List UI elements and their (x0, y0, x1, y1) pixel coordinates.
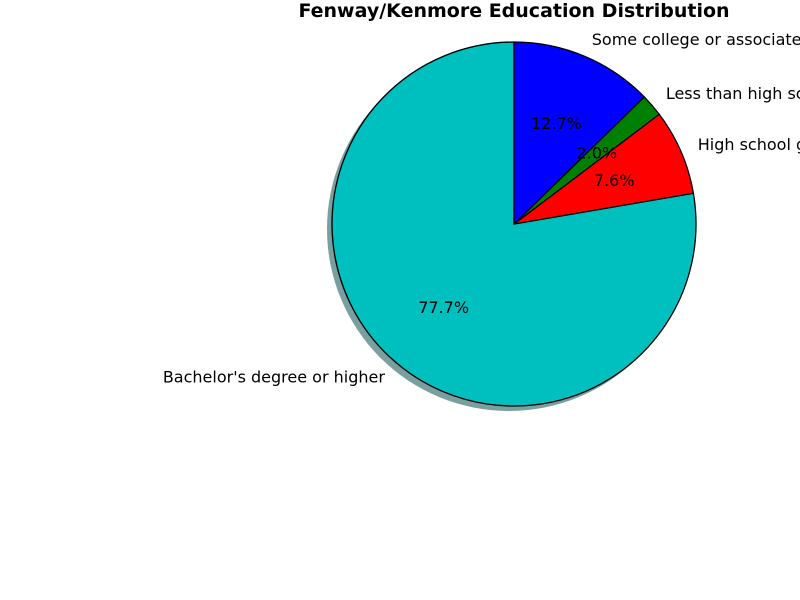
pie-category-label-less-than-high-school-graduate: Less than high school graduate (666, 84, 800, 103)
pie-slice-bachelor-s-degree-or-higher (331, 41, 697, 407)
pie-labels: 77.7% Bachelor's degree or higher 7.6% High… (163, 30, 800, 387)
chart-title: Fenway/Kenmore Education Distribution (298, 0, 729, 22)
pie-pct-label-high-school-graduate: 7.6% (594, 171, 635, 190)
pie-pct-label-less-than-high-school-graduate: 2.0% (576, 143, 617, 162)
pie-slices (331, 41, 697, 407)
pie-slice-some-college-or-associate-s-degree (513, 41, 645, 225)
pie-category-label-high-school-graduate: High school graduate (698, 135, 800, 154)
pie-pct-label-some-college-or-associate-s-degree: 12.7% (531, 114, 582, 133)
pie-category-label-some-college-or-associate-s-degree: Some college or associate's degree (592, 30, 800, 49)
pie-pct-label-bachelor-s-degree-or-higher: 77.7% (418, 298, 469, 317)
pie-category-label-bachelor-s-degree-or-higher: Bachelor's degree or higher (163, 368, 386, 387)
